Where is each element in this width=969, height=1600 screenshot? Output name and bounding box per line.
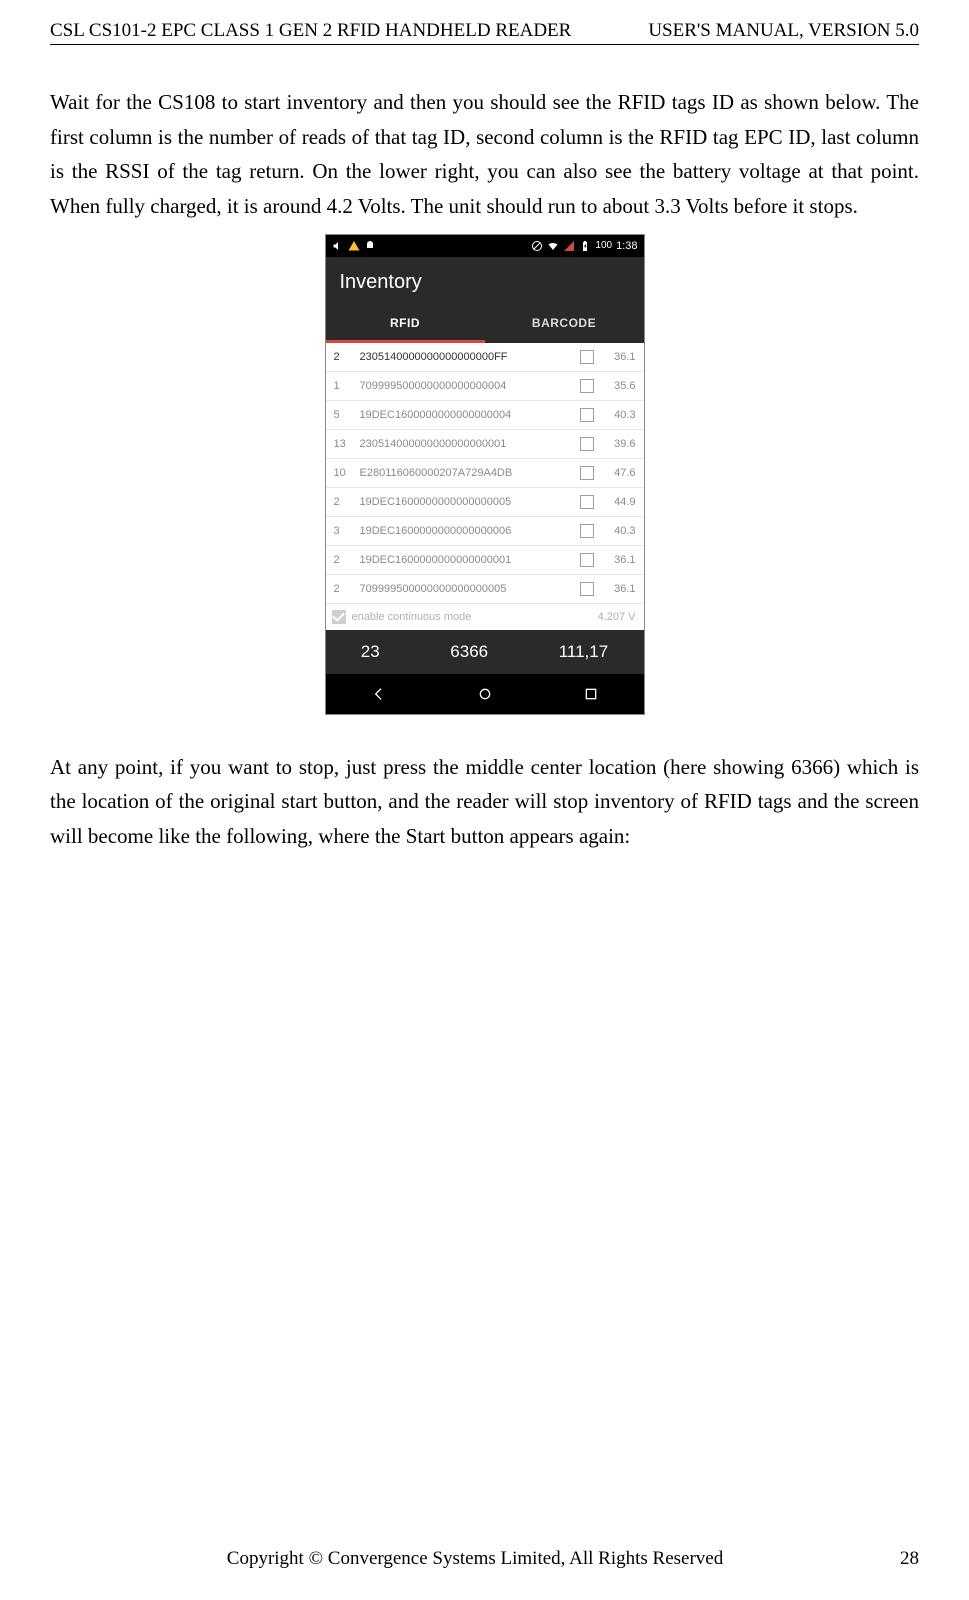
back-icon[interactable]	[371, 686, 387, 702]
home-icon[interactable]	[477, 686, 493, 702]
tag-row[interactable]: 10E280116060000207A729A4DB 47.6	[326, 459, 644, 488]
row-checkbox[interactable]	[580, 524, 594, 538]
stop-button-count[interactable]: 6366	[450, 642, 488, 662]
epc-id: 2305140000000000000000FF	[356, 351, 580, 363]
row-checkbox[interactable]	[580, 495, 594, 509]
rssi-value: 36.1	[606, 583, 636, 595]
tag-row[interactable]: 13230514000000000000000001 39.6	[326, 430, 644, 459]
tab-rfid[interactable]: RFID	[326, 304, 485, 343]
read-count: 10	[334, 467, 356, 479]
header-right: USER'S MANUAL, VERSION 5.0	[648, 20, 919, 42]
epc-id: 19DEC1600000000000000004	[356, 409, 580, 421]
rssi-value: 36.1	[606, 351, 636, 363]
tag-row[interactable]: 2709999500000000000000005 36.1	[326, 575, 644, 604]
row-checkbox[interactable]	[580, 379, 594, 393]
read-count: 13	[334, 438, 356, 450]
phone-screenshot: 100 1:38 Inventory RFID BARCODE 22305140…	[325, 234, 645, 715]
tag-row[interactable]: 1709999500000000000000004 35.6	[326, 372, 644, 401]
read-count: 2	[334, 496, 356, 508]
epc-id: 19DEC1600000000000000001	[356, 554, 580, 566]
header-left: CSL CS101-2 EPC CLASS 1 GEN 2 RFID HANDH…	[50, 20, 571, 42]
rssi-value: 40.3	[606, 525, 636, 537]
android-nav-bar	[326, 674, 644, 714]
epc-id: 19DEC1600000000000000006	[356, 525, 580, 537]
bottom-bar: 23 6366 111,17	[326, 630, 644, 674]
tag-row[interactable]: 219DEC1600000000000000005 44.9	[326, 488, 644, 517]
status-bar: 100 1:38	[326, 235, 644, 257]
rssi-value: 35.6	[606, 380, 636, 392]
row-checkbox[interactable]	[580, 582, 594, 596]
app-title: Inventory	[340, 271, 422, 293]
document-page: CSL CS101-2 EPC CLASS 1 GEN 2 RFID HANDH…	[0, 0, 969, 1600]
rssi-value: 36.1	[606, 554, 636, 566]
rssi-value: 39.6	[606, 438, 636, 450]
wifi-icon	[547, 240, 559, 252]
row-checkbox[interactable]	[580, 350, 594, 364]
rssi-value: 44.9	[606, 496, 636, 508]
speaker-icon	[332, 240, 344, 252]
warning-icon	[348, 240, 360, 252]
bottom-left-count: 23	[361, 642, 380, 662]
continuous-mode-row: enable continuous mode 4.207 V	[326, 604, 644, 630]
battery-icon	[579, 240, 591, 252]
app-bar: Inventory	[326, 257, 644, 304]
voltage-label: 4.207 V	[598, 611, 636, 623]
read-count: 2	[334, 554, 356, 566]
android-icon	[364, 240, 376, 252]
footer-copyright: Copyright © Convergence Systems Limited,…	[227, 1548, 723, 1570]
page-header: CSL CS101-2 EPC CLASS 1 GEN 2 RFID HANDH…	[50, 20, 919, 45]
screenshot-container: 100 1:38 Inventory RFID BARCODE 22305140…	[50, 234, 919, 715]
footer-page-number: 28	[900, 1548, 919, 1570]
recents-icon[interactable]	[583, 686, 599, 702]
tag-list: 22305140000000000000000FF36.117099995000…	[326, 343, 644, 604]
row-checkbox[interactable]	[580, 408, 594, 422]
signal-icon	[563, 240, 575, 252]
no-sim-icon	[531, 240, 543, 252]
row-checkbox[interactable]	[580, 437, 594, 451]
read-count: 3	[334, 525, 356, 537]
paragraph-2: At any point, if you want to stop, just …	[50, 750, 919, 854]
epc-id: 709999500000000000000004	[356, 380, 580, 392]
row-checkbox[interactable]	[580, 466, 594, 480]
tab-barcode[interactable]: BARCODE	[485, 304, 644, 343]
epc-id: 230514000000000000000001	[356, 438, 580, 450]
continuous-label: enable continuous mode	[352, 611, 472, 623]
tag-row[interactable]: 22305140000000000000000FF 36.1	[326, 343, 644, 372]
rssi-value: 47.6	[606, 467, 636, 479]
tag-row[interactable]: 319DEC1600000000000000006 40.3	[326, 517, 644, 546]
battery-percent: 100	[595, 240, 612, 251]
epc-id: E280116060000207A729A4DB	[356, 467, 580, 479]
bottom-right-count: 111,17	[559, 642, 608, 662]
read-count: 5	[334, 409, 356, 421]
read-count: 2	[334, 351, 356, 363]
rssi-value: 40.3	[606, 409, 636, 421]
continuous-checkbox[interactable]	[332, 610, 346, 624]
paragraph-1: Wait for the CS108 to start inventory an…	[50, 85, 919, 224]
read-count: 2	[334, 583, 356, 595]
status-time: 1:38	[616, 240, 637, 252]
row-checkbox[interactable]	[580, 553, 594, 567]
tag-row[interactable]: 519DEC1600000000000000004 40.3	[326, 401, 644, 430]
read-count: 1	[334, 380, 356, 392]
epc-id: 19DEC1600000000000000005	[356, 496, 580, 508]
tab-bar: RFID BARCODE	[326, 304, 644, 343]
status-left-icons	[332, 240, 376, 252]
epc-id: 709999500000000000000005	[356, 583, 580, 595]
status-right-icons: 100 1:38	[531, 240, 637, 252]
tag-row[interactable]: 219DEC1600000000000000001 36.1	[326, 546, 644, 575]
page-footer: Copyright © Convergence Systems Limited,…	[50, 1548, 919, 1570]
